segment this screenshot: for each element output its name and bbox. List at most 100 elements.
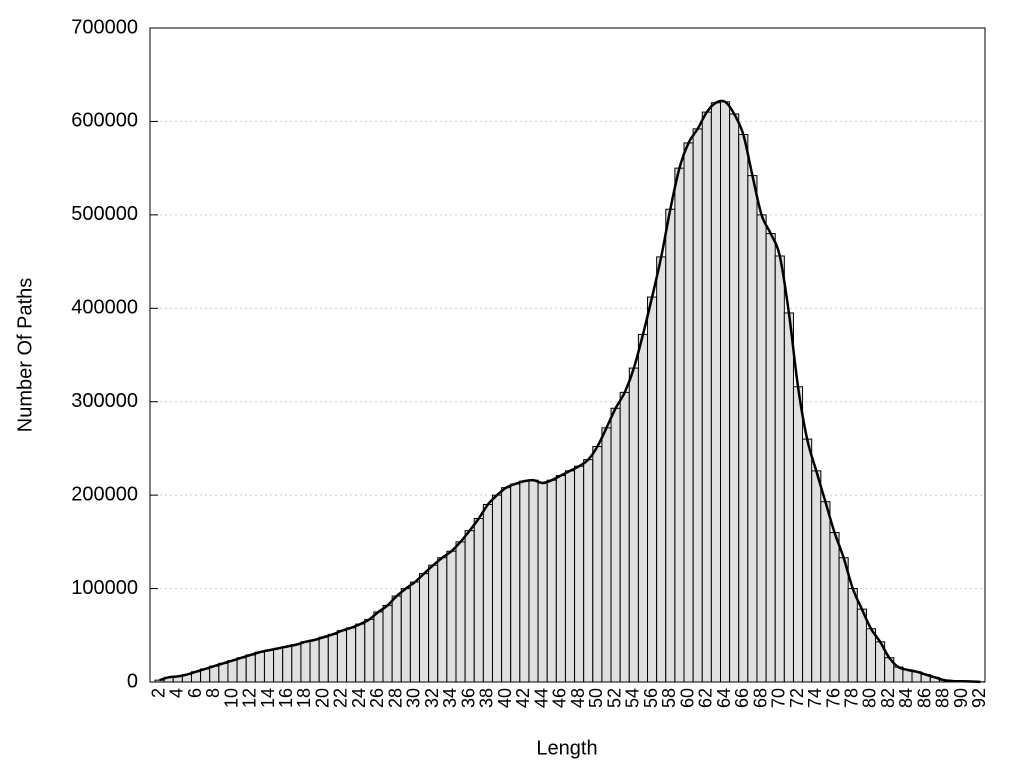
x-tick-label: 30 — [404, 688, 424, 708]
bar — [492, 495, 501, 682]
bar — [301, 642, 310, 682]
y-tick-label: 0 — [127, 670, 138, 692]
bar — [237, 658, 246, 682]
y-tick-label: 400000 — [71, 297, 138, 319]
bar — [210, 666, 219, 682]
bar — [292, 645, 301, 682]
bar — [730, 114, 739, 682]
bar — [666, 209, 675, 682]
bar — [255, 652, 264, 682]
x-tick-label: 52 — [604, 688, 624, 708]
x-tick-label: 4 — [167, 688, 187, 698]
x-tick-label: 62 — [696, 688, 716, 708]
bar — [748, 176, 757, 682]
bar — [693, 129, 702, 682]
bar — [529, 480, 538, 682]
x-tick-label: 82 — [878, 688, 898, 708]
y-tick-label: 100000 — [71, 577, 138, 599]
x-tick-label: 68 — [750, 688, 770, 708]
bar — [337, 631, 346, 682]
bar — [274, 648, 283, 682]
x-tick-label: 32 — [422, 688, 442, 708]
x-tick-label: 38 — [477, 688, 497, 708]
x-tick-label: 90 — [951, 688, 971, 708]
bar — [356, 624, 365, 682]
x-tick-label: 16 — [276, 688, 296, 708]
bar — [575, 466, 584, 682]
bar — [848, 589, 857, 682]
bar — [365, 619, 374, 682]
bar — [766, 234, 775, 682]
bar — [812, 471, 821, 682]
bar — [383, 605, 392, 682]
bar — [711, 103, 720, 682]
bar — [784, 313, 793, 682]
bar — [638, 334, 647, 682]
x-tick-label: 76 — [823, 688, 843, 708]
x-tick-label: 20 — [312, 688, 332, 708]
bar — [675, 168, 684, 682]
x-tick-label: 92 — [969, 688, 989, 708]
x-tick-label: 58 — [659, 688, 679, 708]
bar — [420, 574, 429, 682]
bar — [648, 297, 657, 682]
bar — [538, 483, 547, 682]
bar — [438, 558, 447, 682]
x-tick-label: 8 — [203, 688, 223, 698]
x-tick-label: 54 — [623, 688, 643, 708]
x-tick-label: 86 — [914, 688, 934, 708]
x-tick-label: 40 — [495, 688, 515, 708]
bar — [328, 634, 337, 682]
x-tick-label: 10 — [221, 688, 241, 708]
bar — [502, 488, 511, 682]
x-tick-label: 88 — [933, 688, 953, 708]
bar — [447, 551, 456, 682]
x-tick-label: 70 — [769, 688, 789, 708]
bar — [793, 387, 802, 682]
y-tick-label: 700000 — [71, 16, 138, 38]
x-tick-label: 26 — [367, 688, 387, 708]
x-tick-label: 48 — [568, 688, 588, 708]
bar — [547, 480, 556, 682]
bar — [866, 629, 875, 682]
bar — [374, 612, 383, 682]
x-tick-label: 84 — [896, 688, 916, 708]
bar — [401, 589, 410, 682]
bar — [511, 484, 520, 682]
x-tick-label: 74 — [805, 688, 825, 708]
x-tick-label: 64 — [714, 688, 734, 708]
x-tick-label: 34 — [440, 688, 460, 708]
bar — [520, 481, 529, 682]
bar — [803, 439, 812, 682]
bar — [246, 655, 255, 682]
bar — [629, 368, 638, 682]
x-tick-label: 2 — [148, 688, 168, 698]
bar — [593, 447, 602, 682]
bar — [757, 215, 766, 682]
bar — [602, 428, 611, 682]
bar — [684, 143, 693, 682]
x-tick-label: 56 — [641, 688, 661, 708]
bar — [620, 392, 629, 682]
x-tick-label: 28 — [385, 688, 405, 708]
x-tick-label: 12 — [240, 688, 260, 708]
bar — [775, 256, 784, 682]
bar — [410, 582, 419, 682]
bar — [456, 542, 465, 682]
x-tick-label: 66 — [732, 688, 752, 708]
x-tick-label: 42 — [513, 688, 533, 708]
bar — [465, 531, 474, 682]
x-tick-label: 36 — [458, 688, 478, 708]
bar — [584, 460, 593, 682]
bar — [429, 565, 438, 682]
bar — [857, 609, 866, 682]
bar — [702, 112, 711, 682]
bar — [657, 257, 666, 682]
bar — [821, 502, 830, 682]
bar — [839, 558, 848, 682]
bar — [720, 102, 729, 682]
x-tick-label: 46 — [550, 688, 570, 708]
bar — [739, 135, 748, 682]
x-tick-label: 6 — [185, 688, 205, 698]
x-tick-label: 14 — [258, 688, 278, 708]
